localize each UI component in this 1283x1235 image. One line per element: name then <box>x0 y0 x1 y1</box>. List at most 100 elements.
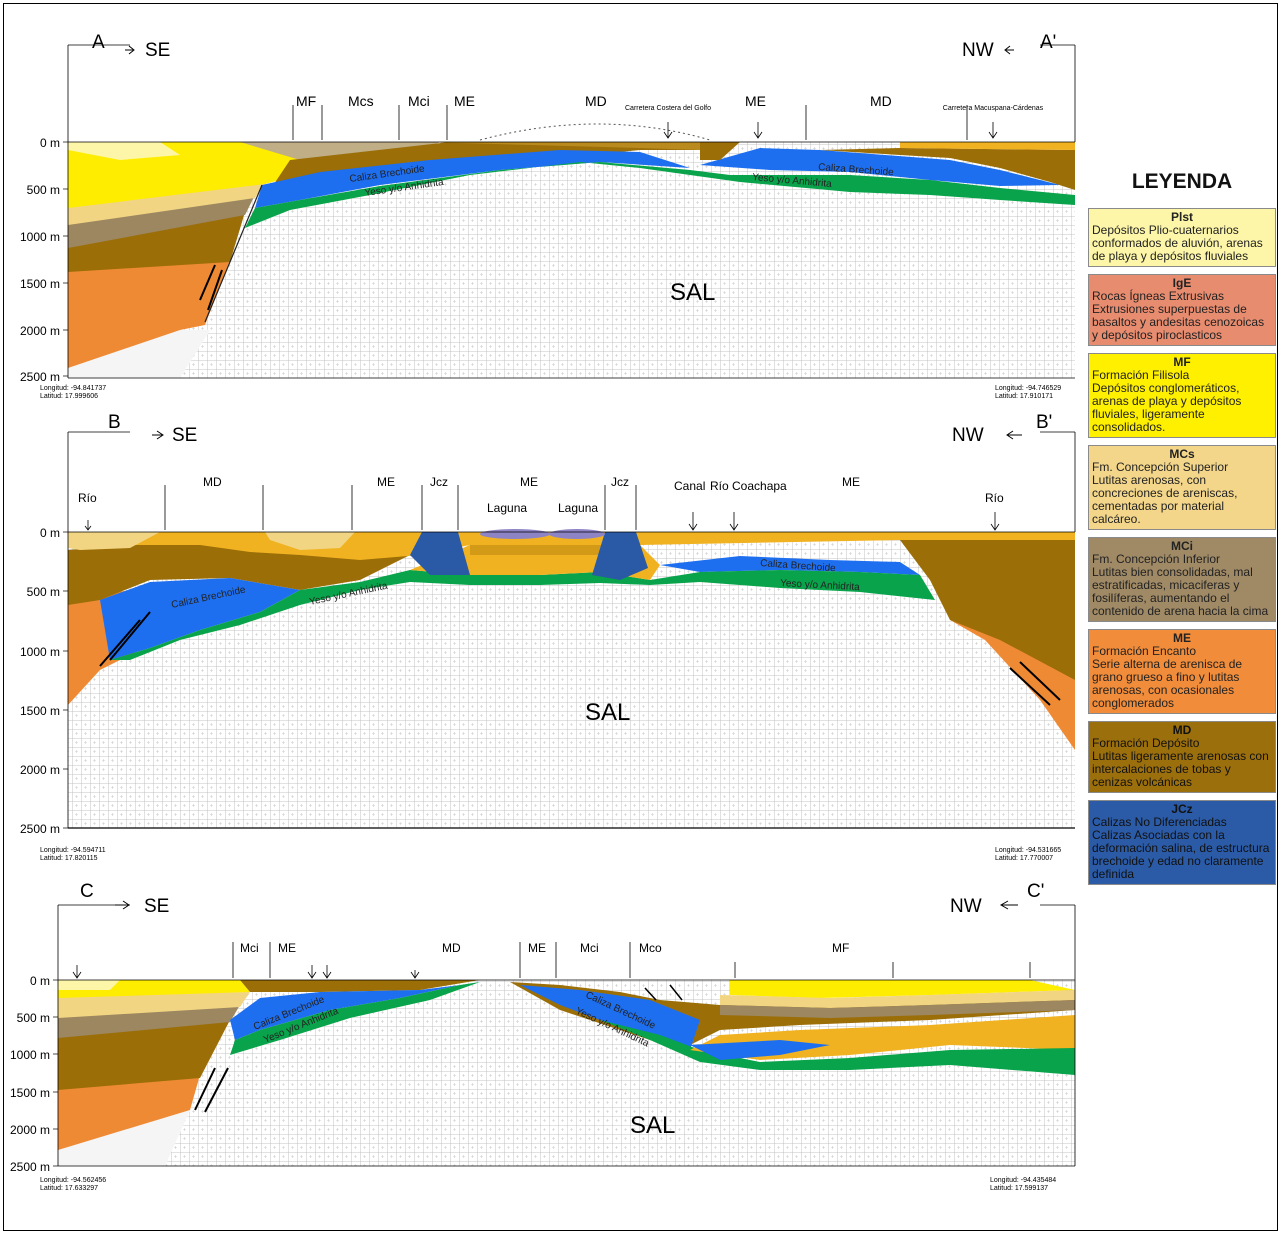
start-label: A <box>92 32 105 53</box>
start-dir: SE <box>144 896 169 917</box>
legend-code: MF <box>1173 355 1191 369</box>
legend-description: Rocas Ígneas Extrusivas Extrusiones supe… <box>1092 289 1265 342</box>
unit-label: MD <box>585 93 607 109</box>
coord-right: Longitud: -94.435484 Latitud: 17.599137 <box>990 1177 1056 1192</box>
sal-label: SAL <box>630 1112 675 1139</box>
mci-layer-a <box>68 195 255 248</box>
unit-label: MD <box>442 941 461 955</box>
legend-description: Calizas No Diferenciadas Calizas Asociad… <box>1092 815 1270 881</box>
end-dir: NW <box>962 40 994 61</box>
unit-label: Jcz <box>611 475 629 489</box>
start-dir: SE <box>145 40 170 61</box>
legend-code: ME <box>1173 631 1191 645</box>
coord-left: Longitud: -94.594711 Latitud: 17.820115 <box>40 847 106 862</box>
depth-label: 500 m <box>17 1011 50 1025</box>
end-label: C' <box>1027 881 1044 902</box>
fault-arrow-b2 <box>1009 661 1061 706</box>
depth-label: 1000 m <box>20 645 60 659</box>
section-c: 0 m 500 m 1000 m 1500 m 2000 m 2500 m C … <box>10 881 1076 1192</box>
unit-label: Mcs <box>348 93 374 109</box>
legend-description: Formación Encanto Serie alterna de areni… <box>1092 644 1243 710</box>
legend-item-jcz: JCz Calizas No Diferenciadas Calizas Asoc… <box>1088 800 1276 885</box>
unit-label: ME <box>454 93 475 109</box>
unit-label: Río <box>985 491 1004 505</box>
coord-left: Longitud: -94.562456 Latitud: 17.633297 <box>40 1177 106 1192</box>
unit-label: MF <box>296 93 316 109</box>
depth-label: 1500 m <box>20 704 60 718</box>
yeso-a <box>245 162 1075 228</box>
legend-item-ige: IgE Rocas Ígneas Extrusivas Extrusiones s… <box>1088 274 1276 346</box>
legend-description: Formación Depósito Lutitas ligeramente a… <box>1092 736 1269 789</box>
legend-code: Plst <box>1170 210 1193 224</box>
unit-label: ME <box>842 475 860 489</box>
depth-label: 0 m <box>40 136 60 150</box>
coord-right: Longitud: -94.531665 Latitud: 17.770007 <box>995 847 1061 862</box>
unit-label: Laguna <box>558 501 598 515</box>
caliza-c <box>230 985 460 1040</box>
unit-label: ME <box>278 941 296 955</box>
depth-label: 1500 m <box>20 277 60 291</box>
end-label: B' <box>1036 412 1052 433</box>
coord-left: Longitud: -94.841737 Latitud: 17.999606 <box>40 385 106 400</box>
sal-label: SAL <box>585 699 630 726</box>
legend-code: MD <box>1172 723 1192 737</box>
md-layer-a <box>68 212 245 272</box>
legend-items: Plst Depósitos Plio-cuaternarios conforma… <box>1088 208 1276 885</box>
legend-item-mci: MCi Fm. Concepción Inferior Lutitas bien … <box>1088 537 1276 622</box>
unit-label: Laguna <box>487 501 527 515</box>
legend-code: IgE <box>1172 276 1192 290</box>
end-dir: NW <box>950 896 982 917</box>
me-orange-a <box>68 260 230 368</box>
depth-label: 2000 m <box>10 1123 50 1137</box>
end-label: A' <box>1040 32 1056 53</box>
legend: LEYENDA Plst Depósitos Plio-cuaternarios … <box>1088 170 1276 892</box>
caliza-b <box>100 578 300 660</box>
unit-separators-a <box>292 105 968 140</box>
unit-label: ME <box>377 475 395 489</box>
legend-description: Fm. Concepción Superior Lutitas arenosas… <box>1092 460 1238 526</box>
unit-label: Mci <box>408 93 430 109</box>
unit-label: MF <box>832 941 849 955</box>
yeso-b <box>110 570 935 660</box>
legend-title: LEYENDA <box>1131 170 1233 193</box>
layer-label: Caliza Brechoide <box>760 558 837 574</box>
fault-arrow-c <box>194 1067 229 1113</box>
yeso-c <box>230 982 480 1055</box>
depth-label: 2000 m <box>20 324 60 338</box>
legend-code: MCs <box>1169 447 1195 461</box>
legend-item-mf: MF Formación Filisola Depósitos conglomer… <box>1088 353 1276 438</box>
unit-label: Río <box>78 491 97 505</box>
legend-item-me: ME Formación Encanto Serie alterna de are… <box>1088 629 1276 714</box>
unit-label: ME <box>528 941 546 955</box>
unit-label: Mco <box>639 941 662 955</box>
unit-label: Canal <box>674 479 705 493</box>
unit-label: ME <box>745 93 766 109</box>
legend-description: Formación Filisola Depósitos conglomerát… <box>1092 368 1242 434</box>
legend-description: Depósitos Plio-cuaternarios conformados … <box>1092 223 1263 263</box>
depth-label: 2500 m <box>20 822 60 836</box>
legend-item-plst: Plst Depósitos Plio-cuaternarios conforma… <box>1088 208 1276 267</box>
unit-label: ME <box>520 475 538 489</box>
unit-label: Mci <box>240 941 259 955</box>
depth-label: 0 m <box>30 974 50 988</box>
figure-frame <box>3 3 1278 1231</box>
fault-arrow-b1 <box>99 611 151 667</box>
start-label: C <box>80 881 94 902</box>
end-dir: NW <box>952 425 984 446</box>
jcz-block-1 <box>410 532 470 575</box>
road-label: Carretera Macuspana-Cárdenas <box>943 105 1044 112</box>
depth-label: 0 m <box>40 526 60 540</box>
layer-label: Caliza Brechoide <box>818 162 895 178</box>
section-a: 0 m 500 m 1000 m 1500 m 2000 m 2500 m A … <box>20 32 1076 400</box>
start-label: B <box>108 412 121 433</box>
unit-label: Mci <box>580 941 599 955</box>
legend-code: JCz <box>1171 802 1193 816</box>
depth-label: 2500 m <box>20 370 60 384</box>
coord-right: Longitud: -94.746529 Latitud: 17.910171 <box>995 385 1061 400</box>
legend-item-md: MD Formación Depósito Lutitas ligeramente… <box>1088 721 1276 793</box>
unit-label: MD <box>870 93 892 109</box>
depth-label: 1000 m <box>20 230 60 244</box>
mcs-layer-a <box>68 182 265 225</box>
fault-arrow-a <box>199 264 223 311</box>
start-dir: SE <box>172 425 197 446</box>
